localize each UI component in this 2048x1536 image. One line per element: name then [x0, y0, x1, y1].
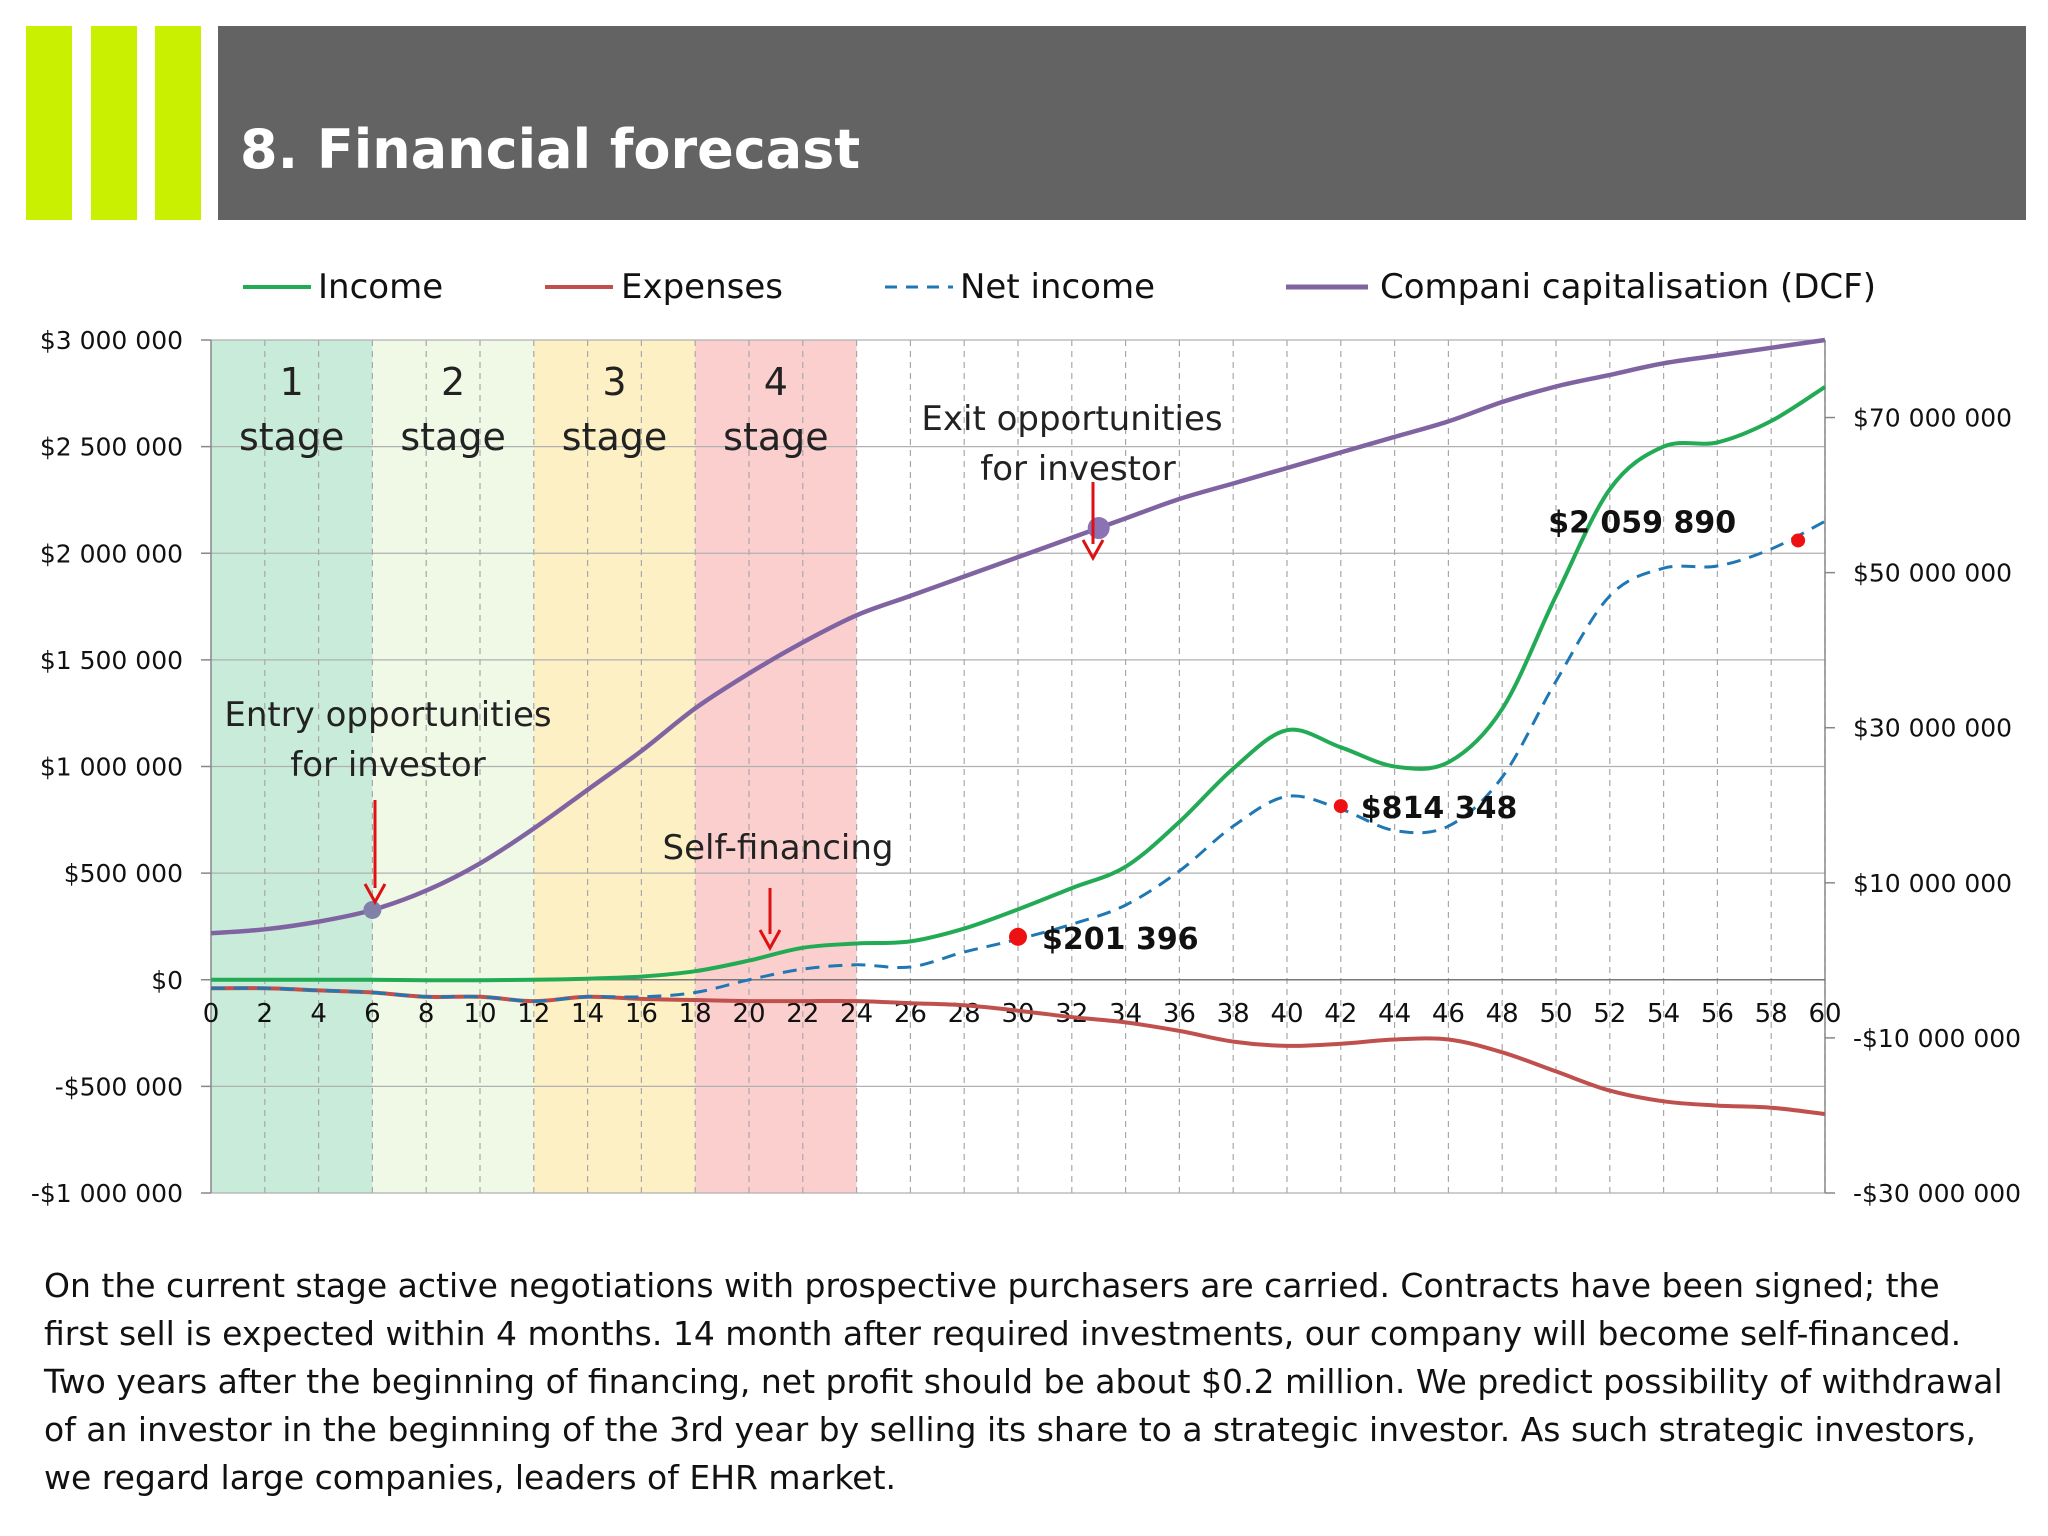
- y-tick-label: $2 500 000: [40, 433, 183, 462]
- y-tick-label: $1 000 000: [40, 753, 183, 782]
- stage-label: stage: [239, 415, 344, 459]
- y-tick-label: -$1 000 000: [31, 1179, 183, 1208]
- accent-bar-1: [26, 26, 72, 220]
- point-dot-2: [1333, 799, 1348, 814]
- x-tick-label: 8: [418, 999, 435, 1029]
- slide-title: 8. Financial forecast: [240, 118, 861, 181]
- x-tick-label: 36: [1163, 999, 1196, 1029]
- entry-marker: [363, 900, 382, 919]
- x-tick-label: 10: [463, 999, 496, 1029]
- x-tick-label: 38: [1217, 999, 1250, 1029]
- exit-marker: [1087, 517, 1110, 540]
- stage-number: 3: [602, 360, 626, 404]
- exit-arrow-head: [1081, 539, 1105, 562]
- point-dot-3: [1791, 533, 1806, 548]
- x-tick-label: 24: [840, 999, 873, 1029]
- x-tick-label: 60: [1808, 999, 1841, 1029]
- point-dot-1: [1009, 927, 1027, 946]
- x-tick-label: 4: [310, 999, 327, 1029]
- x-tick-label: 50: [1539, 999, 1572, 1029]
- y-tick-label: $1 500 000: [40, 646, 183, 675]
- x-tick-label: 0: [203, 999, 220, 1029]
- point-label-2: $814 348: [1361, 791, 1518, 826]
- x-tick-label: 40: [1270, 999, 1303, 1029]
- stage-label: stage: [400, 415, 505, 459]
- x-tick-label: 48: [1486, 999, 1519, 1029]
- y2-tick-label: $50 000 000: [1853, 559, 2012, 588]
- legend-label-3: Net income: [960, 267, 1155, 307]
- entry-annotation-line1: Entry opportunities: [224, 695, 551, 735]
- y2-tick-label: $30 000 000: [1853, 714, 2012, 743]
- accent-bar-3: [155, 26, 201, 220]
- accent-bar-2: [91, 26, 137, 220]
- expenses-line: [210, 986, 1826, 1117]
- stage-label: stage: [723, 415, 828, 459]
- x-tick-label: 16: [625, 999, 658, 1029]
- point-label-1: $201 396: [1042, 922, 1199, 957]
- x-tick-label: 12: [517, 999, 550, 1029]
- legend-label-2: Expenses: [621, 267, 783, 307]
- self-financing-arrow-head: [758, 929, 782, 952]
- y2-tick-label: -$30 000 000: [1853, 1179, 2021, 1208]
- x-tick-label: 46: [1432, 999, 1465, 1029]
- y-tick-label: $500 000: [64, 859, 183, 888]
- x-tick-label: 6: [364, 999, 381, 1029]
- legend-label-4: Compani capitalisation (DCF): [1380, 267, 1876, 307]
- x-tick-label: 32: [1055, 999, 1088, 1029]
- legend-label-1: Income: [318, 267, 443, 307]
- point-label-3: $2 059 890: [1548, 505, 1736, 540]
- stage-number: 4: [764, 360, 788, 404]
- stage-label: stage: [562, 415, 667, 459]
- x-tick-label: 56: [1701, 999, 1734, 1029]
- stage-number: 2: [441, 360, 465, 404]
- x-tick-label: 2: [257, 999, 274, 1029]
- net-income-line: [210, 519, 1826, 1003]
- x-tick-label: 44: [1378, 999, 1411, 1029]
- financial-forecast-chart: -$1 000 000 -$500 000 $0 $500 000 $1 000 000…: [31, 267, 2021, 1208]
- entry-annotation-line2: for investor: [290, 745, 485, 785]
- description-text: On the current stage active negotiations…: [44, 1266, 2003, 1497]
- y-tick-label: $3 000 000: [40, 326, 183, 355]
- capitalisation-line: [210, 337, 1826, 936]
- income-line: [211, 385, 1827, 983]
- y2-tick-label: -$10 000 000: [1853, 1024, 2021, 1053]
- y2-tick-label: $70 000 000: [1853, 404, 2012, 433]
- x-tick-label: 18: [679, 999, 712, 1029]
- x-tick-label: 54: [1647, 999, 1680, 1029]
- entry-arrow-head: [363, 883, 387, 906]
- self-financing-annotation: Self-financing: [663, 828, 894, 868]
- x-tick-label: 20: [732, 999, 765, 1029]
- y-tick-label: $2 000 000: [40, 539, 183, 568]
- title-banner: 8. Financial forecast: [218, 26, 2026, 220]
- stage-number: 1: [280, 360, 304, 404]
- exit-annotation-line2: for investor: [980, 449, 1175, 489]
- y-tick-label: $0: [151, 966, 183, 995]
- x-tick-label: 52: [1593, 999, 1626, 1029]
- y2-tick-label: $10 000 000: [1853, 869, 2012, 898]
- exit-annotation-line1: Exit opportunities: [921, 399, 1222, 439]
- x-tick-label: 42: [1324, 999, 1357, 1029]
- x-tick-label: 58: [1755, 999, 1788, 1029]
- y-tick-label: -$500 000: [55, 1072, 183, 1101]
- x-tick-label: 22: [786, 999, 819, 1029]
- x-tick-label: 14: [571, 999, 604, 1029]
